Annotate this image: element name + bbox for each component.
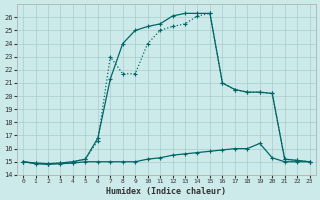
X-axis label: Humidex (Indice chaleur): Humidex (Indice chaleur) bbox=[106, 187, 226, 196]
